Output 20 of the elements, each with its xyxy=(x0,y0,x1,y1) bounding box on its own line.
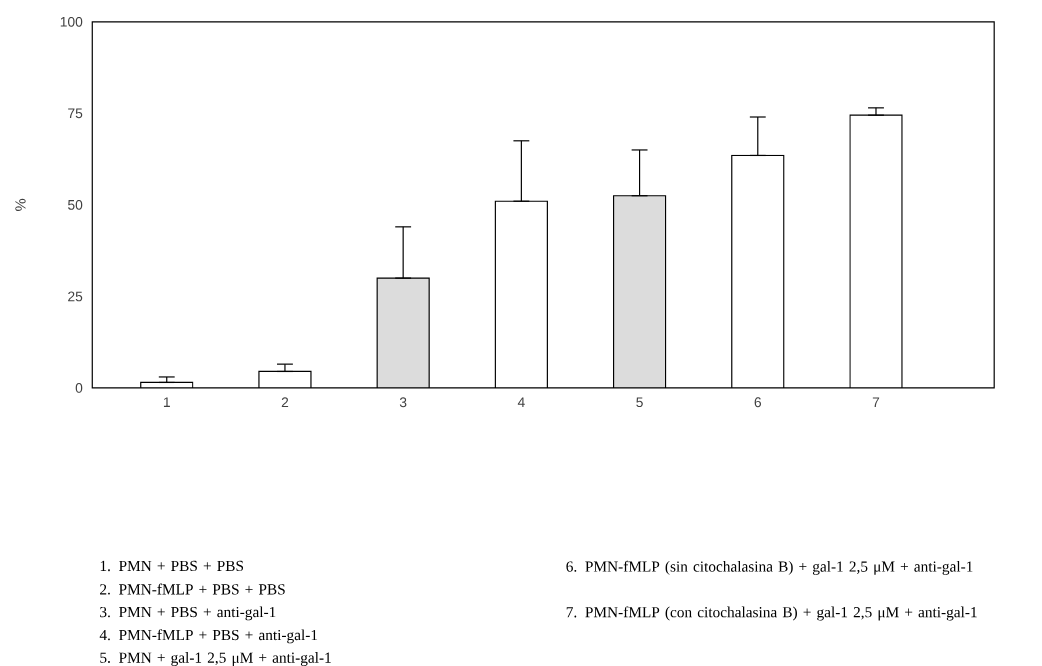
text: 5. PMN + gal-1 2,5 μM + anti-gal-1 xyxy=(100,652,331,666)
text: 2. PMN-fMLP + PBS + PBS xyxy=(100,583,285,595)
x-tick-label: 2 xyxy=(281,397,289,408)
y-tick-label: 100 xyxy=(60,16,83,27)
x-tick-label: 1 xyxy=(163,397,170,407)
x-tick-label: 7 xyxy=(872,397,880,407)
x-tick-label: 4 xyxy=(517,397,525,407)
y-tick-label: 25 xyxy=(68,291,83,302)
y-axis-title: % xyxy=(15,198,26,211)
x-tick-label: 5 xyxy=(636,397,643,408)
y-tick-label: 0 xyxy=(75,383,83,393)
y-tick-label: 50 xyxy=(68,199,83,210)
x-tick-label: 6 xyxy=(754,397,762,408)
text: 7. PMN-fMLP (con citochalasina B) + gal-1 2,5 μM + anti-gal-1 xyxy=(566,606,977,621)
text: 4. PMN-fMLP + PBS + anti-gal-1 xyxy=(99,629,318,644)
text: 3. PMN + PBS + anti-gal-1 xyxy=(100,606,276,621)
y-tick-label: 75 xyxy=(68,108,83,119)
text: 1. PMN + PBS + PBS xyxy=(100,560,244,572)
text: 6. PMN-fMLP (sin citochalasina B) + gal-1 2,5 μM + anti-gal-1 xyxy=(566,560,973,575)
x-tick-label: 3 xyxy=(399,397,407,408)
